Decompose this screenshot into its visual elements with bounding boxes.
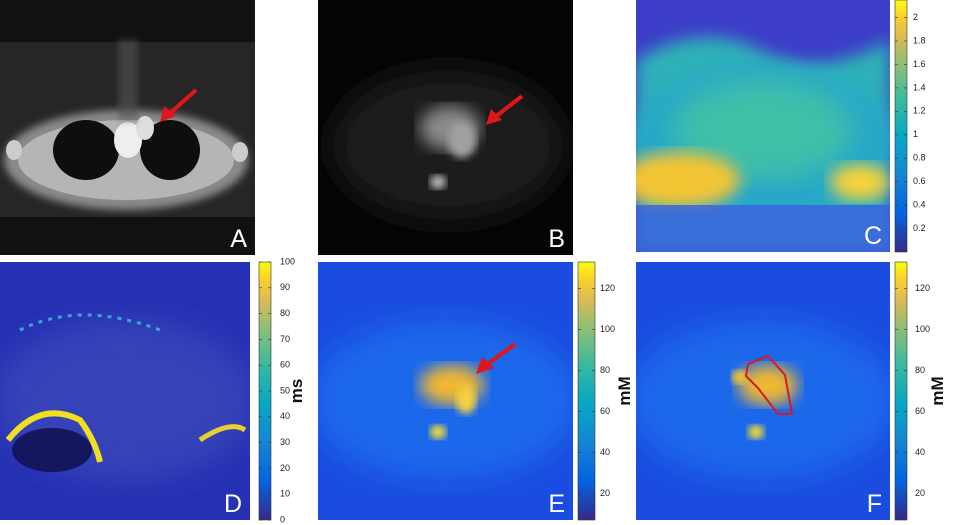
colorbar-tick-label: 0.4 bbox=[913, 199, 926, 209]
panel-letter: C bbox=[864, 222, 882, 250]
colorbar-tick-label: 80 bbox=[600, 365, 610, 375]
colorbar-tick-label: 100 bbox=[915, 324, 930, 334]
colorbar-tick-label: 60 bbox=[600, 406, 610, 416]
colorbar-tick-label: 80 bbox=[280, 308, 290, 318]
colorbar-tick-label: 0.8 bbox=[913, 153, 926, 163]
image-d bbox=[0, 262, 250, 520]
colorbar-tick-label: 50 bbox=[280, 385, 290, 395]
colorbar-tick-label: 30 bbox=[280, 437, 290, 447]
colorbar-tick-label: 100 bbox=[280, 256, 295, 266]
colorbar-tick-label: 10 bbox=[280, 489, 290, 499]
colorbar-tick-label: 20 bbox=[915, 488, 925, 498]
colorbar-tick-label: 2 bbox=[913, 12, 918, 22]
colorbar-tick-label: 70 bbox=[280, 334, 290, 344]
panel-letter: D bbox=[224, 490, 242, 518]
colorbar-tick-label: 0.2 bbox=[913, 223, 926, 233]
image-b bbox=[318, 0, 573, 255]
colorbar-tick-label: 1.4 bbox=[913, 82, 926, 92]
colorbar-tick-label: 1.2 bbox=[913, 106, 926, 116]
image-e bbox=[318, 262, 573, 520]
panel-letter: E bbox=[548, 490, 565, 518]
colorbar-tick-label: 40 bbox=[280, 411, 290, 421]
colorbar-tick-label: 60 bbox=[280, 360, 290, 370]
colorbar-tick-label: 40 bbox=[600, 447, 610, 457]
colorbar bbox=[894, 261, 908, 521]
colorbar-tick-label: 90 bbox=[280, 282, 290, 292]
colorbar-tick-label: 1 bbox=[913, 129, 918, 139]
panel-letter: F bbox=[867, 490, 882, 518]
colorbar-unit: mM bbox=[928, 376, 947, 405]
colorbar-tick-label: 120 bbox=[600, 283, 615, 293]
colorbar-tick-label: 0 bbox=[280, 514, 285, 524]
colorbar-tick-label: 60 bbox=[915, 406, 925, 416]
panel-letter: A bbox=[230, 225, 247, 253]
panel-letter: B bbox=[548, 225, 565, 253]
colorbar-unit: mM bbox=[615, 376, 634, 405]
colorbar-tick-label: 20 bbox=[280, 463, 290, 473]
colorbar-tick-label: 120 bbox=[915, 283, 930, 293]
colorbar bbox=[577, 261, 596, 521]
colorbar-unit: ms bbox=[287, 379, 306, 404]
colorbar-tick-label: 20 bbox=[600, 488, 610, 498]
colorbar bbox=[894, 0, 908, 253]
colorbar-tick-label: 1.8 bbox=[913, 35, 926, 45]
image-a bbox=[0, 0, 255, 255]
colorbar-tick-label: 0.6 bbox=[913, 176, 926, 186]
colorbar-tick-label: 100 bbox=[600, 324, 615, 334]
colorbar-tick-label: 1.6 bbox=[913, 59, 926, 69]
colorbar-tick-label: 40 bbox=[915, 447, 925, 457]
image-f bbox=[636, 262, 890, 520]
colorbar-tick-label: 80 bbox=[915, 365, 925, 375]
image-c bbox=[636, 0, 890, 252]
